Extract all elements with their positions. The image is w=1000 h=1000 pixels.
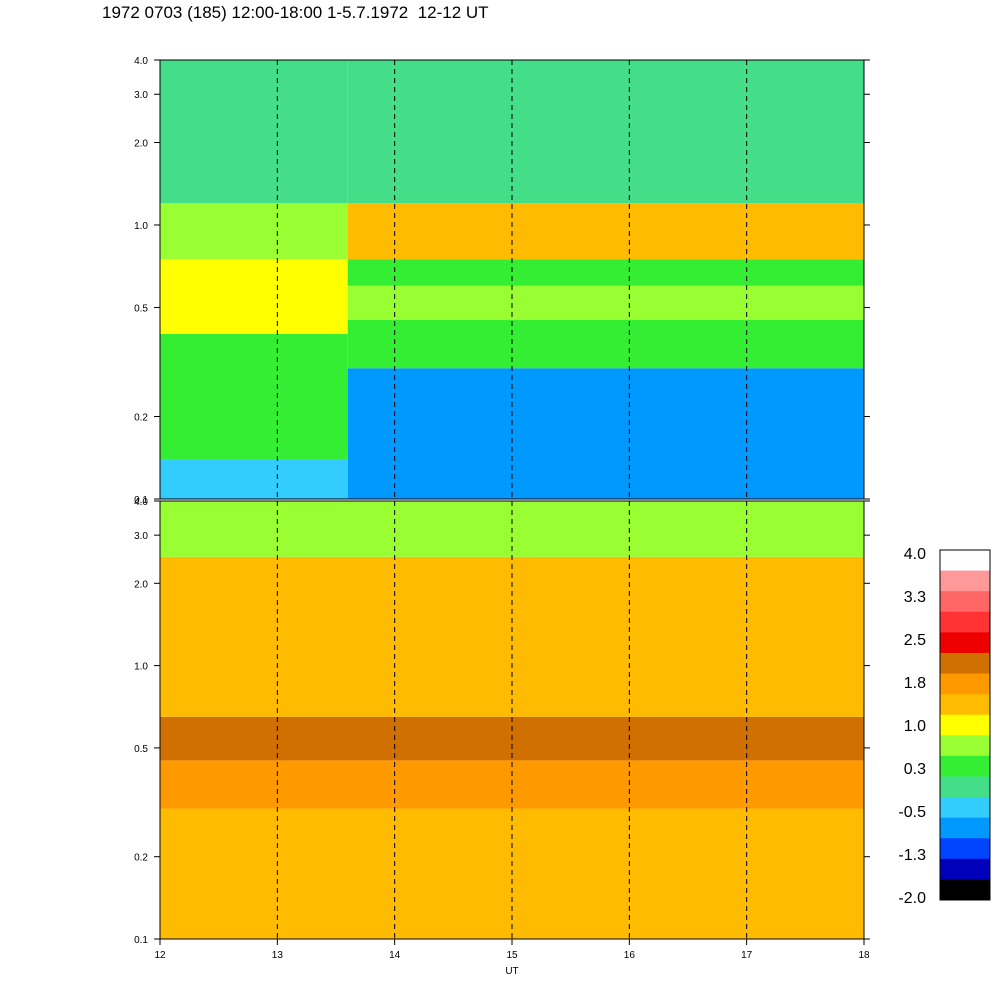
colorbar-swatch <box>940 611 990 633</box>
y-tick-label: 0.5 <box>134 303 148 314</box>
x-axis-label: UT <box>505 966 518 977</box>
heatmap-band <box>160 458 348 499</box>
y-tick-label: 1.0 <box>134 662 148 673</box>
colorbar-swatch <box>940 735 990 757</box>
heatmap-band <box>347 320 864 369</box>
colorbar-swatch <box>940 838 990 860</box>
colorbar-swatch <box>940 817 990 839</box>
colorbar-swatch <box>940 632 990 654</box>
heatmap-band <box>160 60 348 204</box>
x-tick-label: 15 <box>506 950 518 961</box>
y-tick-label: 0.2 <box>134 413 148 424</box>
x-tick-label: 14 <box>389 950 401 961</box>
colorbar-swatch <box>940 673 990 695</box>
colorbar-label: 3.3 <box>904 589 926 606</box>
colorbar-swatch <box>940 714 990 736</box>
colorbar-swatch <box>940 570 990 592</box>
x-tick-label: 12 <box>154 950 166 961</box>
colorbar-swatch <box>940 550 990 572</box>
y-tick-label: 0.2 <box>134 853 148 864</box>
heatmap-band <box>347 368 864 499</box>
colorbar-swatch <box>940 652 990 675</box>
y-tick-label: 4.0 <box>134 497 148 508</box>
colorbar-label: 0.3 <box>904 761 926 778</box>
y-tick-label: 0.1 <box>134 495 148 506</box>
colorbar-label: -0.5 <box>898 804 926 821</box>
panel-frame <box>159 59 865 500</box>
y-tick-label: 3.0 <box>134 90 148 101</box>
colorbar: 4.0 3.3 2.5 1.8 1.0 0.3 -0.5 -1.3 -2.0 <box>898 546 991 907</box>
colorbar-label: 1.8 <box>904 675 926 692</box>
x-tick-label: 18 <box>858 950 870 961</box>
colorbar-swatch <box>940 858 990 880</box>
heatmap-band <box>347 285 864 321</box>
colorbar-label: 1.0 <box>904 718 926 735</box>
x-tick-label: 17 <box>741 950 753 961</box>
y-tick-label: 2.0 <box>134 138 148 149</box>
x-tick-label: 13 <box>272 950 284 961</box>
chart-title: 1972 0703 (185) 12:00-18:00 1-5.7.1972 1… <box>102 3 489 22</box>
colorbar-label: -2.0 <box>898 890 926 907</box>
colorbar-frame <box>939 549 991 901</box>
y-tick-label: 0.1 <box>134 935 148 946</box>
heatmap-band <box>160 334 348 459</box>
colorbar-swatch <box>940 755 990 777</box>
heatmap-band <box>347 60 864 204</box>
y-tick-label: 0.5 <box>134 744 148 755</box>
heatmap-band <box>160 259 348 335</box>
colorbar-swatch <box>940 879 990 901</box>
heatmap-band <box>347 259 864 286</box>
colorbar-swatch <box>940 694 990 716</box>
colorbar-label: 4.0 <box>904 546 926 563</box>
y-tick-label: 2.0 <box>134 579 148 590</box>
colorbar-swatch <box>940 797 990 819</box>
colorbar-label: -1.3 <box>898 847 926 864</box>
upper-panel: 0.1 0.2 0.5 1.0 2.0 3.0 4.0 <box>134 56 870 506</box>
y-tick-label: 1.0 <box>134 221 148 232</box>
heatmap-band <box>160 203 348 260</box>
y-tick-label: 3.0 <box>134 531 148 542</box>
lower-panel: 0.1 0.2 0.5 1.0 2.0 3.0 4.0 12 13 14 15 16 17 18 UT <box>134 497 870 977</box>
y-tick-label: 4.0 <box>134 56 148 67</box>
x-tick-label: 16 <box>624 950 636 961</box>
colorbar-swatch <box>940 776 990 798</box>
colorbar-swatch <box>940 591 990 613</box>
colorbar-label: 2.5 <box>904 632 926 649</box>
heatmap-band <box>347 203 864 260</box>
